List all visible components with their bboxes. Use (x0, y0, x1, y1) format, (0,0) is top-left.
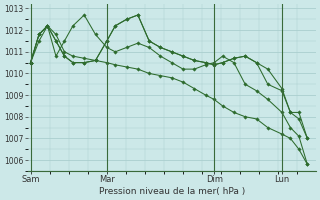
X-axis label: Pression niveau de la mer( hPa ): Pression niveau de la mer( hPa ) (99, 187, 245, 196)
